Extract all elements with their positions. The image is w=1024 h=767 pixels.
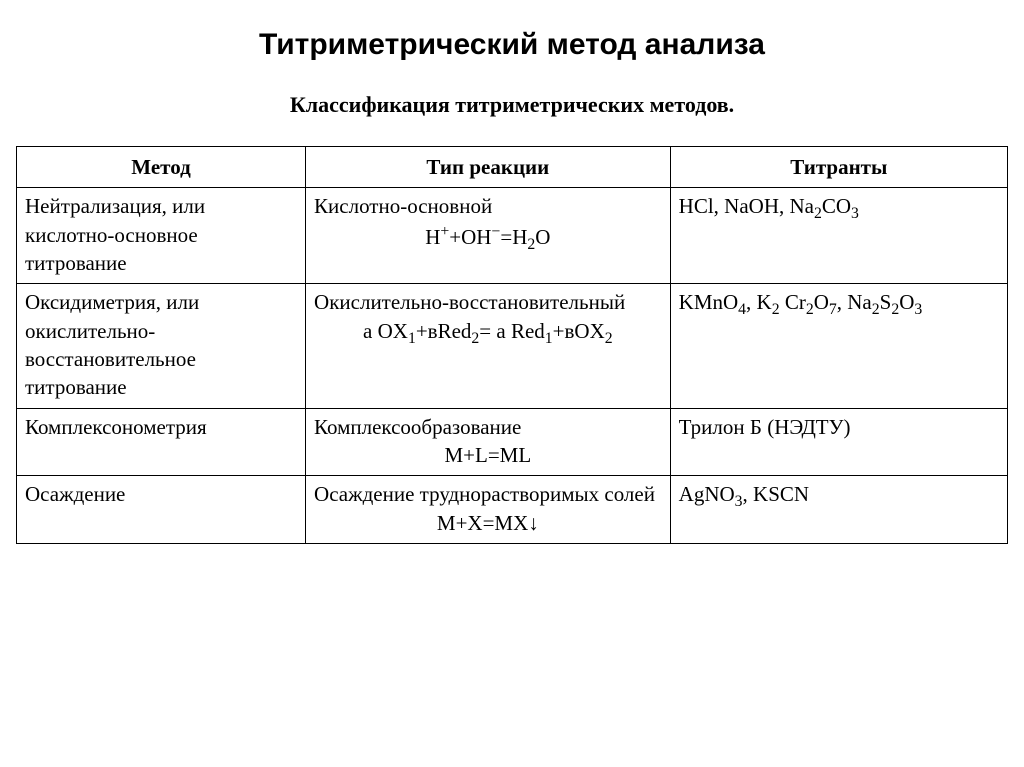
reaction-equation: H++OH−=H2O — [314, 221, 662, 255]
table-row: ОсаждениеОсаждение труднорастворимых сол… — [17, 476, 1008, 544]
reaction-equation: M+X=MX↓ — [314, 509, 662, 537]
cell-reaction: КомплексообразованиеM+L=ML — [306, 408, 671, 476]
cell-titrants: Трилон Б (НЭДТУ) — [670, 408, 1007, 476]
reaction-text: Осаждение труднорастворимых солей — [314, 482, 655, 506]
header-method: Метод — [17, 147, 306, 188]
reaction-equation: M+L=ML — [314, 441, 662, 469]
header-titrants: Титранты — [670, 147, 1007, 188]
reaction-text: Окислительно-восстановительный — [314, 290, 625, 314]
cell-reaction: Окислительно-восстановительный а OX1+вRed… — [306, 284, 671, 408]
reaction-text: Кислотно-основной — [314, 194, 492, 218]
cell-titrants: HCl, NaOH, Na2CO3 — [670, 188, 1007, 284]
table-row: КомплексонометрияКомплексообразованиеM+L… — [17, 408, 1008, 476]
methods-table: Метод Тип реакции Титранты Нейтрализация… — [16, 146, 1008, 544]
reaction-text: Комплексообразование — [314, 415, 521, 439]
cell-titrants: AgNO3, KSCN — [670, 476, 1007, 544]
reaction-equation: а OX1+вRed2= а Red1+вOX2 — [314, 317, 662, 349]
table-body: Нейтрализация, или кислотно-основное тит… — [17, 188, 1008, 544]
cell-titrants: KMnO4, K2 Cr2O7, Na2S2O3 — [670, 284, 1007, 408]
table-header-row: Метод Тип реакции Титранты — [17, 147, 1008, 188]
cell-method: Оксидиметрия, или окислительно-восстанов… — [17, 284, 306, 408]
cell-reaction: Кислотно-основной H++OH−=H2O — [306, 188, 671, 284]
subtitle: Классификация титриметрических методов. — [0, 92, 1024, 146]
cell-method: Комплексонометрия — [17, 408, 306, 476]
header-reaction: Тип реакции — [306, 147, 671, 188]
cell-method: Осаждение — [17, 476, 306, 544]
page-title: Титриметрический метод анализа — [0, 0, 1024, 92]
cell-reaction: Осаждение труднорастворимых солей M+X=MX↓ — [306, 476, 671, 544]
table-row: Оксидиметрия, или окислительно-восстанов… — [17, 284, 1008, 408]
cell-method: Нейтрализация, или кислотно-основное тит… — [17, 188, 306, 284]
table-row: Нейтрализация, или кислотно-основное тит… — [17, 188, 1008, 284]
